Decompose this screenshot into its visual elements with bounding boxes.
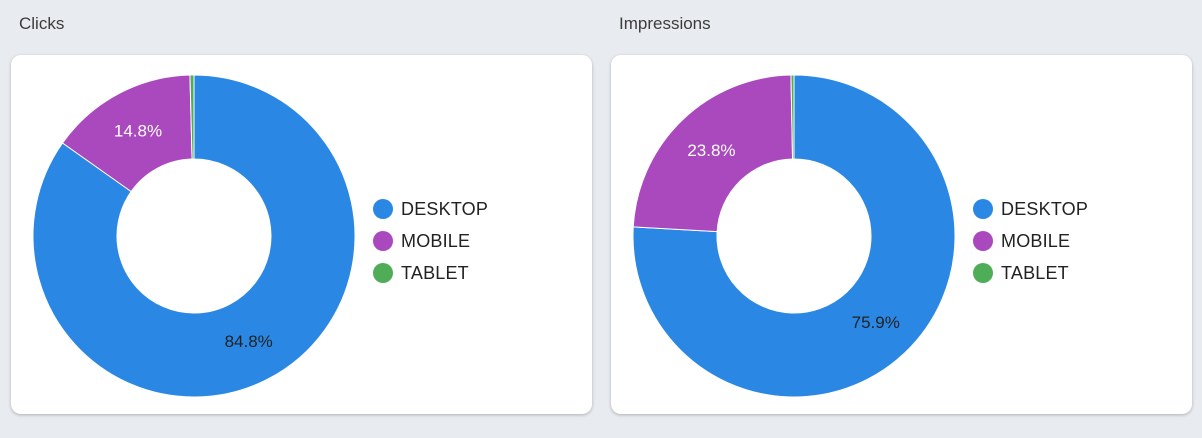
legend-item-desktop[interactable]: DESKTOP bbox=[373, 193, 488, 225]
legend-item-tablet[interactable]: TABLET bbox=[373, 257, 488, 289]
slice-mobile[interactable] bbox=[632, 74, 794, 233]
clicks-title: Clicks bbox=[19, 14, 65, 33]
legend-swatch-mobile bbox=[973, 231, 993, 251]
slice-label-mobile: 23.8% bbox=[687, 141, 735, 160]
impressions-donut-chart: 75.9% 23.8% bbox=[632, 74, 956, 398]
legend-label-tablet: TABLET bbox=[401, 262, 469, 283]
slice-tablet[interactable] bbox=[790, 74, 795, 160]
slice-label-mobile: 14.8% bbox=[114, 122, 162, 141]
legend-swatch-tablet bbox=[973, 263, 993, 283]
legend-swatch-desktop bbox=[973, 199, 993, 219]
slice-desktop[interactable] bbox=[632, 74, 956, 398]
legend-swatch-tablet bbox=[373, 263, 393, 283]
legend-label-mobile: MOBILE bbox=[1001, 230, 1071, 251]
legend-label-desktop: DESKTOP bbox=[1001, 198, 1089, 219]
legend-swatch-mobile bbox=[373, 231, 393, 251]
slice-desktop[interactable] bbox=[32, 74, 356, 398]
clicks-chart-card: 84.8% 14.8% DESKTOP MOBILE TABLET bbox=[11, 55, 592, 414]
slice-tablet[interactable] bbox=[189, 74, 195, 160]
impressions-chart-card: 75.9% 23.8% DESKTOP MOBILE TABLET bbox=[611, 55, 1192, 414]
legend-label-tablet: TABLET bbox=[1001, 262, 1069, 283]
impressions-legend: DESKTOP MOBILE TABLET bbox=[973, 193, 1088, 289]
clicks-donut-chart: 84.8% 14.8% bbox=[32, 74, 356, 398]
slice-label-desktop: 84.8% bbox=[225, 332, 273, 351]
legend-item-tablet[interactable]: TABLET bbox=[973, 257, 1088, 289]
legend-label-mobile: MOBILE bbox=[401, 230, 471, 251]
slice-mobile[interactable] bbox=[61, 74, 193, 193]
legend-item-mobile[interactable]: MOBILE bbox=[373, 225, 488, 257]
clicks-legend: DESKTOP MOBILE TABLET bbox=[373, 193, 488, 289]
legend-item-desktop[interactable]: DESKTOP bbox=[973, 193, 1088, 225]
legend-swatch-desktop bbox=[373, 199, 393, 219]
legend-item-mobile[interactable]: MOBILE bbox=[973, 225, 1088, 257]
impressions-title: Impressions bbox=[619, 14, 711, 33]
slice-label-desktop: 75.9% bbox=[852, 313, 900, 332]
legend-label-desktop: DESKTOP bbox=[401, 198, 489, 219]
